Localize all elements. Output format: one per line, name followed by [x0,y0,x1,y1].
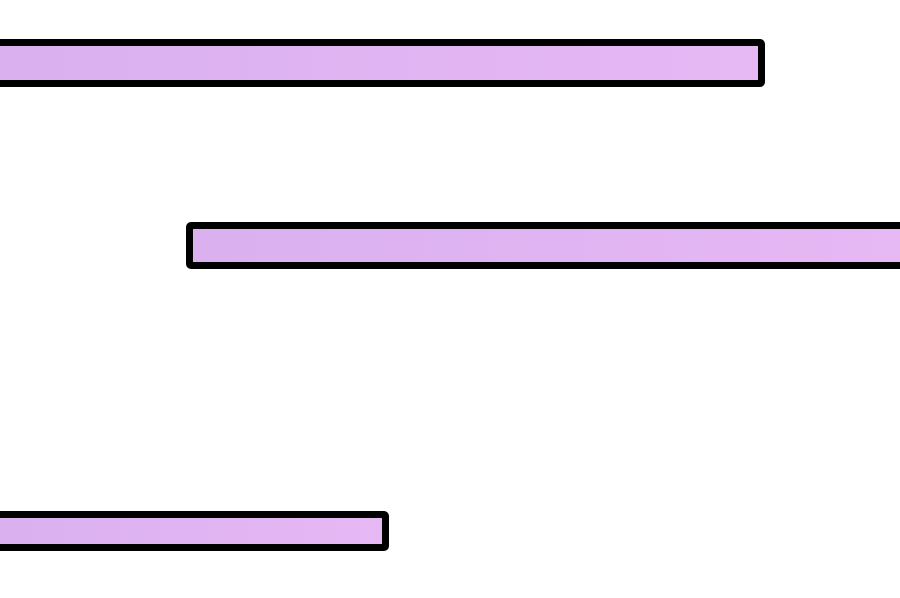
bottom-platform [0,511,389,551]
top-platform [0,39,765,87]
middle-platform [186,222,900,269]
